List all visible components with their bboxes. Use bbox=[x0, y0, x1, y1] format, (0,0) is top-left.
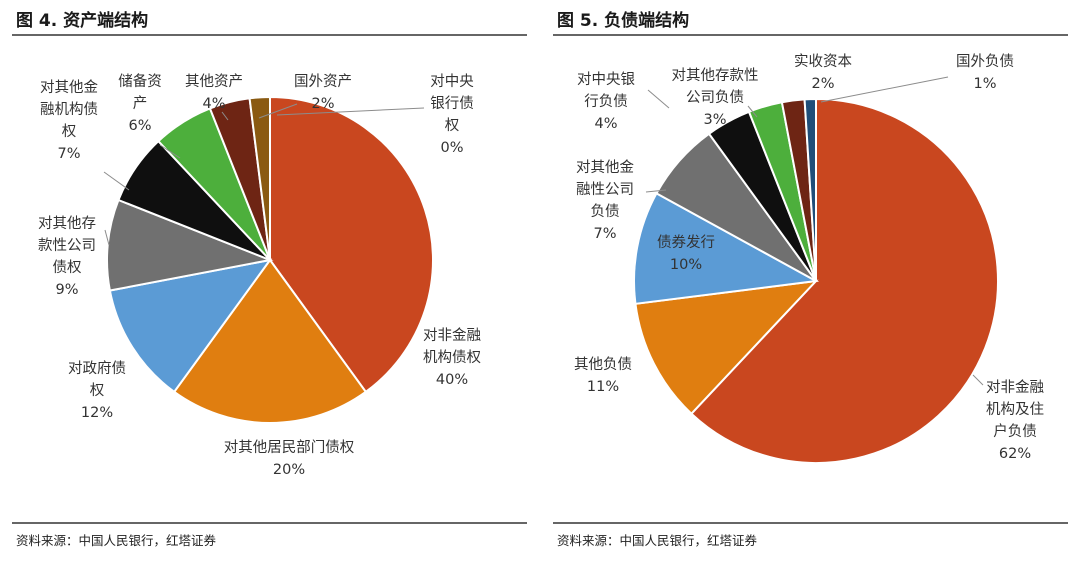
leader-line bbox=[747, 105, 758, 118]
pie-slice-8 bbox=[803, 97, 817, 282]
pie-slice-1 bbox=[269, 95, 434, 394]
title-divider bbox=[12, 34, 527, 36]
slice-label: 对非金融机构及住户负债 62% bbox=[986, 379, 1044, 462]
slice-label: 其他负债 11% bbox=[574, 356, 632, 395]
slice-label: 对政府债权 12% bbox=[68, 360, 126, 421]
pie-slice-3 bbox=[633, 191, 820, 305]
leader-line bbox=[645, 189, 667, 193]
leader-line bbox=[647, 89, 670, 109]
slice-label: 实收资本 2% bbox=[794, 53, 852, 92]
leader-line bbox=[258, 103, 298, 119]
pie-slice-3 bbox=[108, 258, 273, 394]
asset-structure-panel: 图 4. 资产端结构 对非金融机构债权 40% 对其他居民部门债权 20% 对政府债权 1… bbox=[12, 0, 532, 561]
footer-divider bbox=[553, 522, 1068, 524]
pie-slice-1 bbox=[689, 97, 999, 464]
pie-slices bbox=[633, 97, 999, 464]
pie-slice-2 bbox=[634, 279, 819, 416]
pie-slice-2 bbox=[172, 258, 368, 424]
slice-label: 对中央银行债权 0% bbox=[430, 73, 474, 156]
slice-label: 对其他金融机构债权 7% bbox=[40, 79, 98, 162]
slice-label: 对其他存款性公司债权 9% bbox=[38, 215, 96, 298]
chart-title: 图 5. 负债端结构 bbox=[557, 11, 690, 31]
footer-divider bbox=[12, 522, 527, 524]
leader-line bbox=[103, 171, 130, 191]
title-divider bbox=[553, 34, 1068, 36]
pie-slice-4 bbox=[106, 198, 274, 292]
slice-label: 对中央银行负债 4% bbox=[577, 71, 635, 132]
slice-label: 其他资产 4% bbox=[185, 73, 243, 112]
leader-line bbox=[104, 229, 110, 246]
liability-structure-panel: 图 5. 负债端结构 对非金融机构及住户负债 62% 其他负债 11% 债券发行 10% 对… bbox=[553, 0, 1073, 561]
slice-label: 对其他存款性公司负债 3% bbox=[672, 67, 759, 128]
leader-line bbox=[276, 107, 425, 116]
leader-line bbox=[820, 76, 949, 103]
pie-slice-8 bbox=[248, 95, 271, 261]
slice-label: 债券发行 10% bbox=[657, 234, 715, 273]
pie-slices bbox=[106, 95, 434, 424]
chart-title: 图 4. 资产端结构 bbox=[16, 11, 149, 31]
leader-line bbox=[221, 111, 229, 121]
slice-label: 国外负债 1% bbox=[956, 53, 1014, 92]
slice-label: 对其他金融性公司负债 7% bbox=[576, 159, 634, 242]
asset-structure-pie-chart: 对非金融机构债权 40% 对其他居民部门债权 20% 对政府债权 12% 对其他存款性公司债… bbox=[38, 73, 481, 478]
liability-structure-pie-chart: 对非金融机构及住户负债 62% 其他负债 11% 债券发行 10% 对其他金融性公司负债 7%… bbox=[574, 53, 1044, 464]
slice-label: 储备资产 6% bbox=[118, 73, 162, 134]
leader-line bbox=[159, 144, 181, 159]
slice-label: 对非金融机构债权 40% bbox=[423, 327, 481, 388]
leader-line bbox=[972, 374, 984, 386]
slice-label: 对其他居民部门债权 20% bbox=[224, 439, 355, 478]
slice-label: 国外资产 2% bbox=[294, 73, 352, 112]
source-note: 资料来源：中国人民银行，红塔证券 bbox=[557, 533, 758, 548]
source-note: 资料来源：中国人民银行，红塔证券 bbox=[16, 533, 217, 548]
